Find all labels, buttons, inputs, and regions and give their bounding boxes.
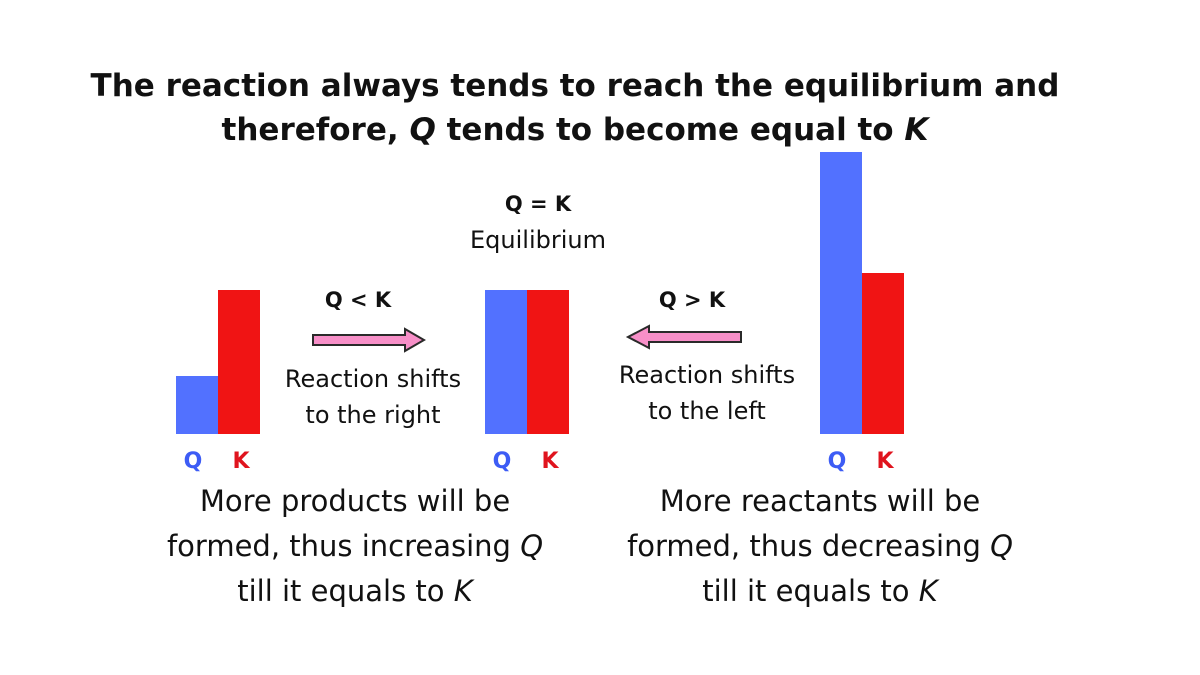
equilibrium-label-k: K (541, 449, 559, 474)
right-arrow-icon (312, 327, 426, 353)
caption-right-line-1: More reactants will be (659, 484, 981, 518)
shift-left-start-bar-k (862, 273, 904, 434)
shift-right-line-2: to the right (305, 401, 441, 429)
shift-right-start-bar-q (176, 376, 218, 434)
caption-right-line-2: formed, thus decreasing Q (600, 524, 1040, 569)
title-line-2-prefix: therefore, (221, 112, 410, 148)
title-k-symbol: K (904, 112, 929, 148)
caption-right-q-symbol: Q (990, 529, 1013, 563)
shift-left-line-1: Reaction shifts (618, 361, 796, 389)
page-title: The reaction always tends to reach the e… (0, 64, 1150, 152)
title-line-2: therefore, Q tends to become equal to K (0, 108, 1150, 152)
equilibrium-condition: Q = K (504, 192, 572, 216)
shift-left-label: Reaction shifts to the left (596, 357, 818, 429)
equilibrium-bar-q (485, 290, 527, 434)
caption-left-k-symbol: K (453, 574, 473, 608)
shift-right-start-label-k: K (232, 449, 250, 474)
caption-left: More products will be formed, thus incre… (140, 479, 570, 614)
caption-right-line-2-text: formed, thus decreasing (627, 529, 991, 563)
shift-right-start-bar-k (218, 290, 260, 434)
condition-q-less-k: Q < K (324, 288, 392, 312)
caption-right: More reactants will be formed, thus decr… (600, 479, 1040, 614)
equilibrium-label: Equilibrium (470, 226, 606, 254)
left-arrow-icon (625, 324, 742, 350)
caption-left-line-3-text: till it equals to (237, 574, 454, 608)
shift-left-start-label-k: K (876, 449, 894, 474)
equilibrium-bar-k (527, 290, 569, 434)
caption-right-line-3-text: till it equals to (702, 574, 919, 608)
caption-left-line-3: till it equals to K (140, 569, 570, 614)
caption-left-line-1: More products will be (199, 484, 511, 518)
title-q-symbol: Q (409, 112, 436, 148)
condition-q-greater-k: Q > K (658, 288, 726, 312)
title-line-2-mid: tends to become equal to (435, 112, 905, 148)
caption-right-k-symbol: K (918, 574, 938, 608)
shift-left-line-2: to the left (648, 397, 766, 425)
shift-left-start-label-q: Q (827, 449, 847, 474)
caption-right-line-3: till it equals to K (600, 569, 1040, 614)
shift-right-start-label-q: Q (183, 449, 203, 474)
title-line-1: The reaction always tends to reach the e… (90, 68, 1060, 104)
shift-right-label: Reaction shifts to the right (262, 361, 484, 433)
shift-left-start-bar-q (820, 152, 862, 434)
caption-left-line-2-text: formed, thus increasing (166, 529, 521, 563)
caption-left-line-2: formed, thus increasing Q (140, 524, 570, 569)
caption-left-q-symbol: Q (520, 529, 544, 563)
shift-right-line-1: Reaction shifts (284, 365, 462, 393)
equilibrium-label-q: Q (492, 449, 512, 474)
